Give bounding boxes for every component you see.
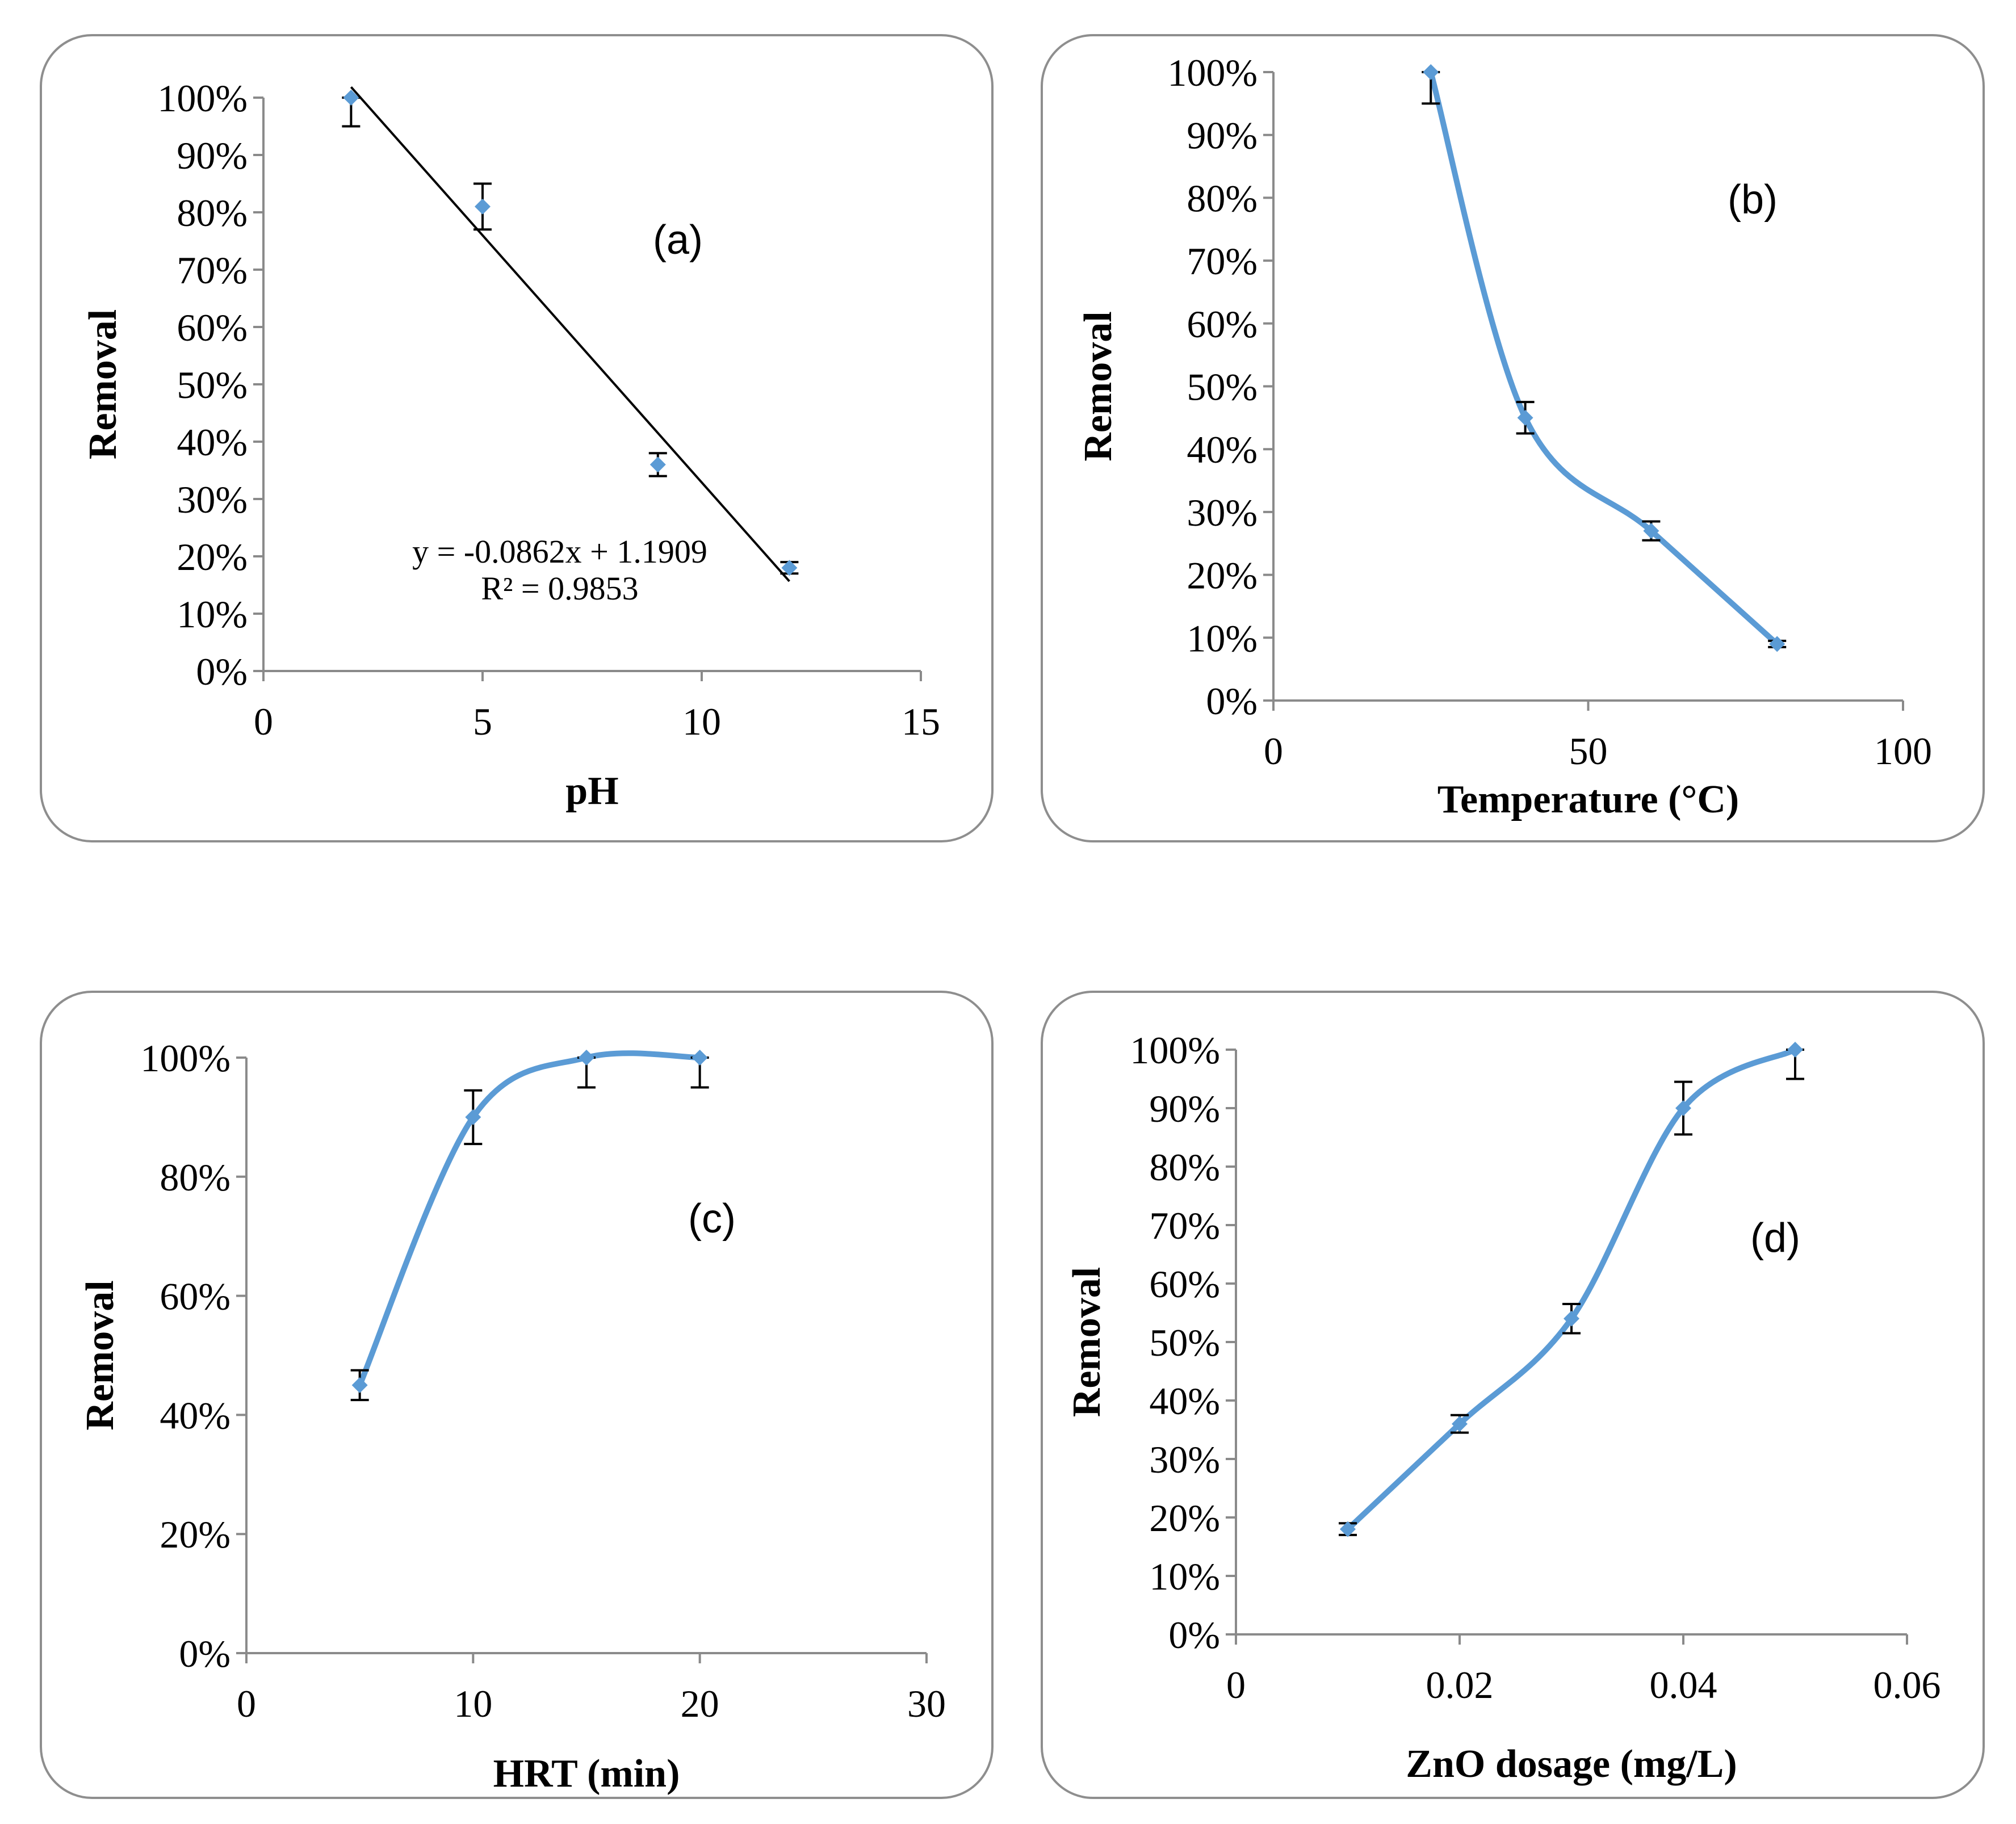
- y-tick-label: 0%: [179, 1632, 230, 1675]
- y-tick-label: 20%: [1187, 554, 1258, 597]
- y-tick-label: 90%: [177, 134, 248, 177]
- x-tick-label: 0: [1226, 1663, 1246, 1706]
- y-axis-title: Removal: [81, 309, 125, 459]
- chart-panel-c: 0% 20% 40% 60% 80% 100% 0 10 20 30 HRT (min) Remova…: [40, 991, 994, 1799]
- x-tick-label: 0.04: [1650, 1663, 1717, 1706]
- y-tick-label: 10%: [1187, 617, 1258, 660]
- data-point-marker: [1787, 1042, 1803, 1058]
- x-axis-title: Temperature (°C): [1437, 778, 1740, 821]
- chart-panel-b: 0% 10% 20% 30% 40% 50% 60% 70% 80% 90% 100% 0 50 100 T…: [1041, 34, 1985, 842]
- chart-b-canvas: 0% 10% 20% 30% 40% 50% 60% 70% 80% 90% 100% 0 50 100 T…: [1076, 51, 1932, 821]
- y-axis-title: Removal: [1076, 311, 1120, 461]
- y-tick-label: 0%: [1168, 1613, 1220, 1657]
- y-tick-label: 40%: [177, 421, 248, 464]
- y-tick-label: 20%: [160, 1513, 230, 1556]
- x-tick-label: 0: [1264, 729, 1283, 773]
- y-tick-label: 80%: [1187, 177, 1258, 220]
- x-tick-label: 10: [454, 1682, 492, 1725]
- y-tick-label: 100%: [140, 1037, 230, 1080]
- chart-c-canvas: 0% 20% 40% 60% 80% 100% 0 10 20 30 HRT (min) Remova…: [78, 1037, 946, 1796]
- data-point-marker: [1517, 409, 1533, 426]
- data-point-marker: [475, 198, 491, 215]
- data-point-marker: [1564, 1310, 1579, 1327]
- data-point-marker: [1340, 1521, 1356, 1537]
- y-axis-title: Removal: [78, 1280, 122, 1430]
- y-tick-label: 10%: [1149, 1555, 1220, 1598]
- x-tick-label: 0: [237, 1682, 256, 1725]
- series-line: [1428, 69, 1780, 647]
- panel-tag-label: (a): [653, 217, 703, 263]
- y-tick-label: 60%: [1149, 1263, 1220, 1306]
- y-tick-label: 30%: [1187, 491, 1258, 534]
- x-tick-label: 30: [907, 1682, 946, 1725]
- x-tick-label: 10: [682, 700, 721, 743]
- y-tick-label: 10%: [177, 593, 248, 636]
- trendline-r-squared: R² = 0.9853: [481, 570, 638, 607]
- x-tick-label: 50: [1569, 729, 1608, 773]
- panel-tag-label: (d): [1750, 1215, 1800, 1261]
- y-tick-label: 70%: [1187, 240, 1258, 283]
- y-tick-label: 80%: [160, 1156, 230, 1199]
- data-point-marker: [1643, 523, 1659, 539]
- data-point-marker: [1423, 64, 1439, 80]
- chart-a-canvas: 0% 10% 20% 30% 40% 50% 60% 70% 80% 90% 100% 0 5 10 15 p…: [81, 77, 940, 813]
- y-tick-label: 70%: [1149, 1204, 1220, 1247]
- y-tick-label: 20%: [1149, 1496, 1220, 1540]
- linear-trendline: [350, 86, 790, 582]
- x-axis-title: HRT (min): [493, 1752, 680, 1796]
- x-tick-label: 0: [254, 700, 273, 743]
- series-line: [1345, 1047, 1798, 1532]
- data-point-marker: [1452, 1416, 1468, 1432]
- y-tick-label: 100%: [157, 77, 248, 120]
- y-tick-label: 50%: [1149, 1321, 1220, 1364]
- series-line: [357, 1050, 703, 1388]
- y-tick-label: 20%: [177, 535, 248, 578]
- y-tick-label: 60%: [160, 1275, 230, 1318]
- y-tick-label: 40%: [1149, 1379, 1220, 1423]
- data-point-marker: [781, 560, 798, 576]
- y-tick-label: 100%: [1167, 51, 1258, 94]
- chart-panel-d: 0% 10% 20% 30% 40% 50% 60% 70% 80% 90% 100% 0 0.02 0.…: [1041, 991, 1985, 1799]
- x-axis-title: ZnO dosage (mg/L): [1406, 1742, 1737, 1786]
- y-tick-label: 70%: [177, 249, 248, 292]
- y-tick-label: 40%: [160, 1394, 230, 1437]
- y-tick-label: 40%: [1187, 428, 1258, 471]
- y-tick-label: 0%: [196, 650, 248, 693]
- y-tick-label: 50%: [1187, 366, 1258, 409]
- data-point-marker: [343, 90, 359, 106]
- y-tick-label: 80%: [1149, 1146, 1220, 1189]
- y-tick-label: 0%: [1206, 680, 1258, 723]
- data-point-marker: [1675, 1100, 1691, 1116]
- x-tick-label: 0.02: [1426, 1663, 1494, 1706]
- panel-tag-label: (b): [1728, 177, 1778, 223]
- chart-panel-a: 0% 10% 20% 30% 40% 50% 60% 70% 80% 90% 100% 0 5 10 15 p…: [40, 34, 994, 842]
- x-tick-label: 20: [681, 1682, 719, 1725]
- y-tick-label: 30%: [177, 478, 248, 521]
- panel-tag-label: (c): [688, 1196, 736, 1242]
- x-tick-label: 5: [473, 700, 492, 743]
- chart-d-canvas: 0% 10% 20% 30% 40% 50% 60% 70% 80% 90% 100% 0 0.02 0.…: [1065, 1029, 1941, 1786]
- x-tick-label: 100: [1874, 729, 1932, 773]
- y-tick-label: 90%: [1149, 1087, 1220, 1130]
- data-point-marker: [1769, 636, 1786, 652]
- x-tick-label: 0.06: [1874, 1663, 1941, 1706]
- x-tick-label: 15: [902, 700, 940, 743]
- y-axis-title: Removal: [1065, 1267, 1109, 1417]
- data-point-marker: [691, 1050, 708, 1066]
- data-point-marker: [579, 1050, 594, 1066]
- y-tick-label: 60%: [177, 306, 248, 349]
- x-axis-title: pH: [565, 769, 618, 813]
- y-tick-label: 50%: [177, 363, 248, 406]
- y-tick-label: 60%: [1187, 303, 1258, 346]
- trendline-equation: y = -0.0862x + 1.1909: [412, 533, 707, 570]
- y-tick-label: 30%: [1149, 1438, 1220, 1481]
- y-tick-label: 80%: [177, 191, 248, 234]
- data-point-marker: [649, 456, 666, 473]
- y-tick-label: 100%: [1130, 1029, 1220, 1072]
- y-tick-label: 90%: [1187, 114, 1258, 157]
- data-point-marker: [465, 1109, 481, 1125]
- data-point-marker: [351, 1377, 368, 1393]
